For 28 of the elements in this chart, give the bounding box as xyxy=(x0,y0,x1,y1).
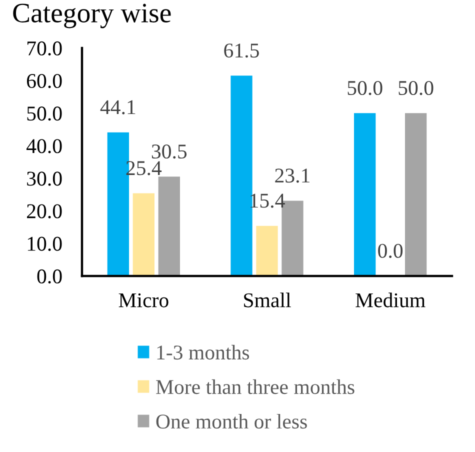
chart-title: Category wise xyxy=(13,4,171,28)
y-tick-label: 60.0 xyxy=(26,74,62,88)
bar xyxy=(158,176,180,276)
data-label: 23.1 xyxy=(275,168,310,183)
y-tick-label: 30.0 xyxy=(27,172,62,186)
data-label: 50.0 xyxy=(348,80,382,96)
data-label: 30.5 xyxy=(152,144,187,159)
legend-label: More than three months xyxy=(156,379,354,394)
y-tick-label: 20.0 xyxy=(27,204,62,218)
y-tick-label: 40.0 xyxy=(26,139,62,154)
data-label: 0.0 xyxy=(378,244,403,258)
bar xyxy=(230,76,252,276)
legend-label: 1-3 months xyxy=(157,344,250,360)
y-tick-label: 10.0 xyxy=(28,236,62,251)
legend-label: One month or less xyxy=(156,414,307,429)
data-label: 50.0 xyxy=(398,80,434,96)
data-label: 44.1 xyxy=(100,100,136,114)
y-tick-label: 70.0 xyxy=(27,41,62,56)
y-tick-label: 0.0 xyxy=(37,269,62,284)
bar xyxy=(404,113,427,276)
y-tick-label: 50.0 xyxy=(27,106,62,121)
bar xyxy=(132,193,154,276)
data-label: 61.5 xyxy=(224,44,259,58)
x-tick-label: Micro xyxy=(118,293,168,308)
x-tick-label: Small xyxy=(244,292,291,308)
x-tick-label: Medium xyxy=(356,292,426,308)
bar xyxy=(354,113,376,276)
bar xyxy=(256,226,278,276)
